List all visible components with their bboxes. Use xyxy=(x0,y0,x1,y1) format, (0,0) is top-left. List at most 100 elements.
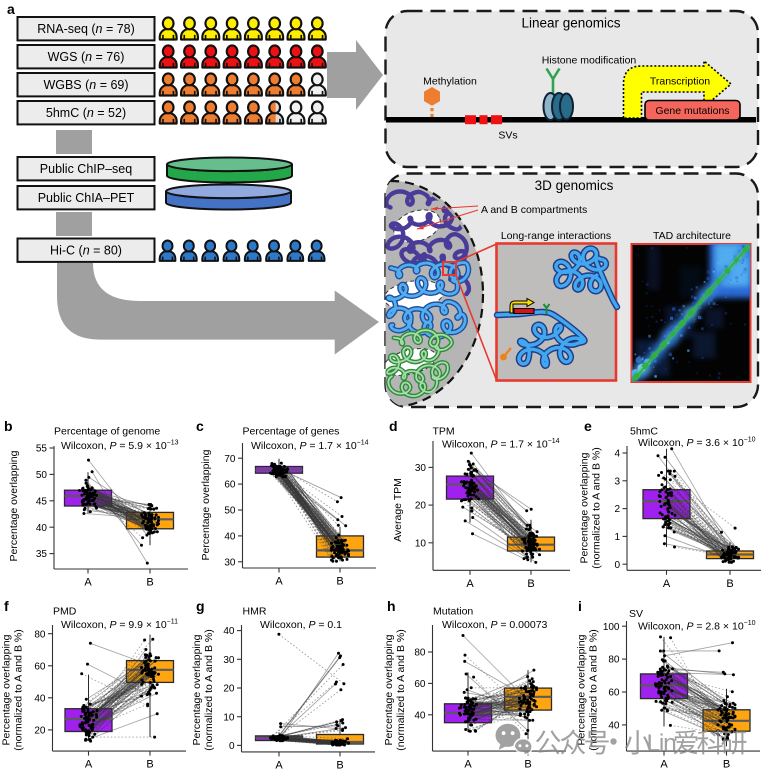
svg-text:30: 30 xyxy=(224,557,236,568)
svg-text:70: 70 xyxy=(224,454,236,465)
svg-text:4: 4 xyxy=(614,449,620,460)
svg-text:A: A xyxy=(85,759,93,771)
svg-text:1: 1 xyxy=(614,532,620,543)
svg-text:Average TPM: Average TPM xyxy=(392,478,404,542)
svg-text:g: g xyxy=(196,598,205,614)
svg-text:3: 3 xyxy=(614,476,620,487)
svg-text:Public ChIP–seq: Public ChIP–seq xyxy=(40,162,132,176)
svg-text:10: 10 xyxy=(415,538,427,549)
svg-text:B: B xyxy=(723,759,730,771)
svg-text:B: B xyxy=(726,578,733,590)
svg-text:60: 60 xyxy=(34,661,46,672)
svg-text:50: 50 xyxy=(36,470,48,481)
svg-text:A: A xyxy=(660,759,668,771)
svg-text:Long-range interactions: Long-range interactions xyxy=(501,230,611,242)
svg-text:RNA-seq (n = 78): RNA-seq (n = 78) xyxy=(37,22,135,36)
svg-text:(normalized to A and B %): (normalized to A and B %) xyxy=(203,629,215,750)
svg-text:40: 40 xyxy=(34,693,46,704)
svg-text:Percentage of genome: Percentage of genome xyxy=(54,426,160,438)
svg-text:Methylation: Methylation xyxy=(423,76,477,88)
svg-text:e: e xyxy=(584,418,592,434)
svg-text:HMR: HMR xyxy=(243,606,267,618)
svg-text:SV: SV xyxy=(629,608,643,620)
svg-text:60: 60 xyxy=(224,480,236,491)
svg-text:Wilcoxon, P = 0.1: Wilcoxon, P = 0.1 xyxy=(260,619,342,631)
svg-text:B: B xyxy=(336,576,343,588)
svg-text:TAD architecture: TAD architecture xyxy=(653,230,731,242)
svg-text:80: 80 xyxy=(608,655,620,666)
svg-text:d: d xyxy=(389,418,398,434)
svg-text:i: i xyxy=(578,598,582,614)
svg-text:10: 10 xyxy=(223,712,235,723)
svg-text:Percentage overlapping: Percentage overlapping xyxy=(383,634,395,745)
svg-text:40: 40 xyxy=(36,523,48,534)
svg-text:Wilcoxon, P = 1.7 × 10−14: Wilcoxon, P = 1.7 × 10−14 xyxy=(251,440,369,453)
svg-text:40: 40 xyxy=(608,721,620,732)
svg-text:Percentage overlapping: Percentage overlapping xyxy=(1,634,13,745)
svg-text:Percentage overlapping: Percentage overlapping xyxy=(191,634,203,745)
svg-text:(normalized to A and B %): (normalized to A and B %) xyxy=(395,629,407,750)
svg-text:WGS (n = 76): WGS (n = 76) xyxy=(48,50,125,64)
svg-text:B: B xyxy=(146,577,153,589)
svg-text:Linear genomics: Linear genomics xyxy=(521,16,620,31)
svg-text:b: b xyxy=(4,418,13,434)
svg-text:B: B xyxy=(146,759,153,771)
svg-text:Wilcoxon, P = 1.7 × 10−14: Wilcoxon, P = 1.7 × 10−14 xyxy=(442,438,560,451)
svg-text:A: A xyxy=(663,578,671,590)
svg-text:f: f xyxy=(4,598,9,614)
svg-text:c: c xyxy=(196,418,204,434)
svg-text:A: A xyxy=(275,576,283,588)
svg-text:(normalized to A and B %): (normalized to A and B %) xyxy=(588,629,600,750)
svg-text:30: 30 xyxy=(223,655,235,666)
svg-text:60: 60 xyxy=(608,688,620,699)
svg-text:Wilcoxon, P = 3.6 × 10−10: Wilcoxon, P = 3.6 × 10−10 xyxy=(638,437,756,450)
svg-text:55: 55 xyxy=(36,444,48,455)
svg-text:80: 80 xyxy=(414,648,426,659)
svg-text:20: 20 xyxy=(223,684,235,695)
svg-text:WGBS (n = 69): WGBS (n = 69) xyxy=(43,78,128,92)
svg-text:B: B xyxy=(336,759,343,771)
svg-text:0: 0 xyxy=(614,560,620,571)
svg-text:Percentage overlapping: Percentage overlapping xyxy=(576,634,588,745)
svg-text:Wilcoxon, P = 5.9 × 10−13: Wilcoxon, P = 5.9 × 10−13 xyxy=(61,440,179,453)
svg-text:Mutation: Mutation xyxy=(433,606,473,618)
svg-text:Percentage overlapping: Percentage overlapping xyxy=(8,450,20,561)
svg-text:5hmC: 5hmC xyxy=(630,426,658,438)
svg-text:60: 60 xyxy=(414,679,426,690)
svg-text:A: A xyxy=(275,759,283,771)
svg-text:B: B xyxy=(524,759,531,771)
svg-text:B: B xyxy=(527,578,534,590)
svg-text:5hmC (n = 52): 5hmC (n = 52) xyxy=(46,106,126,120)
svg-text:SVs: SVs xyxy=(498,130,517,142)
svg-text:Wilcoxon, P = 0.00073: Wilcoxon, P = 0.00073 xyxy=(442,619,548,631)
svg-text:PMD: PMD xyxy=(53,606,77,618)
svg-text:80: 80 xyxy=(34,629,46,640)
svg-text:100: 100 xyxy=(603,622,620,633)
svg-text:3D genomics: 3D genomics xyxy=(535,178,614,193)
svg-text:A: A xyxy=(84,577,92,589)
svg-text:40: 40 xyxy=(224,532,236,543)
svg-text:Wilcoxon, P = 9.9 × 10−11: Wilcoxon, P = 9.9 × 10−11 xyxy=(61,619,178,632)
svg-text:20: 20 xyxy=(415,501,427,512)
svg-text:(normalized to A and B %): (normalized to A and B %) xyxy=(591,447,603,568)
svg-text:A and B compartments: A and B compartments xyxy=(481,204,587,216)
svg-text:40: 40 xyxy=(223,626,235,637)
svg-text:Wilcoxon, P = 2.8 × 10−10: Wilcoxon, P = 2.8 × 10−10 xyxy=(638,620,756,633)
svg-text:30: 30 xyxy=(415,463,427,474)
svg-text:A: A xyxy=(466,578,474,590)
svg-text:A: A xyxy=(464,759,472,771)
svg-text:Transcription: Transcription xyxy=(650,76,710,88)
svg-text:a: a xyxy=(7,1,15,17)
svg-text:Percentage overlapping: Percentage overlapping xyxy=(200,449,212,560)
svg-text:Histone modification: Histone modification xyxy=(542,55,637,67)
svg-text:0: 0 xyxy=(229,741,235,752)
svg-text:Percentage overlapping: Percentage overlapping xyxy=(579,452,591,563)
svg-text:35: 35 xyxy=(36,549,48,560)
svg-text:(normalized to A and B %): (normalized to A and B %) xyxy=(13,629,25,750)
svg-text:50: 50 xyxy=(224,506,236,517)
svg-text:Lin: Lin xyxy=(647,730,677,757)
svg-text:20: 20 xyxy=(34,726,46,737)
svg-text:Percentage of genes: Percentage of genes xyxy=(243,426,340,438)
svg-text:TPM: TPM xyxy=(433,426,455,438)
svg-text:h: h xyxy=(387,598,396,614)
